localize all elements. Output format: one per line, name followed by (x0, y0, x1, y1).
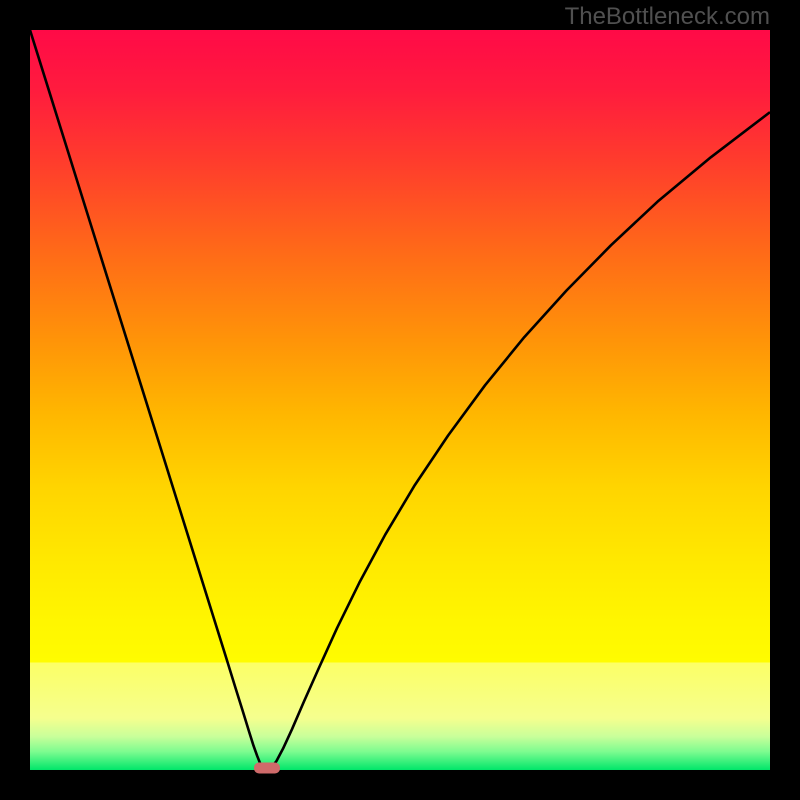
bottleneck-curve (30, 30, 770, 770)
curve-layer (30, 30, 770, 770)
watermark-text: TheBottleneck.com (565, 3, 770, 31)
minimum-marker (254, 763, 280, 774)
chart-root: TheBottleneck.com (0, 0, 800, 800)
plot-area (30, 30, 770, 770)
